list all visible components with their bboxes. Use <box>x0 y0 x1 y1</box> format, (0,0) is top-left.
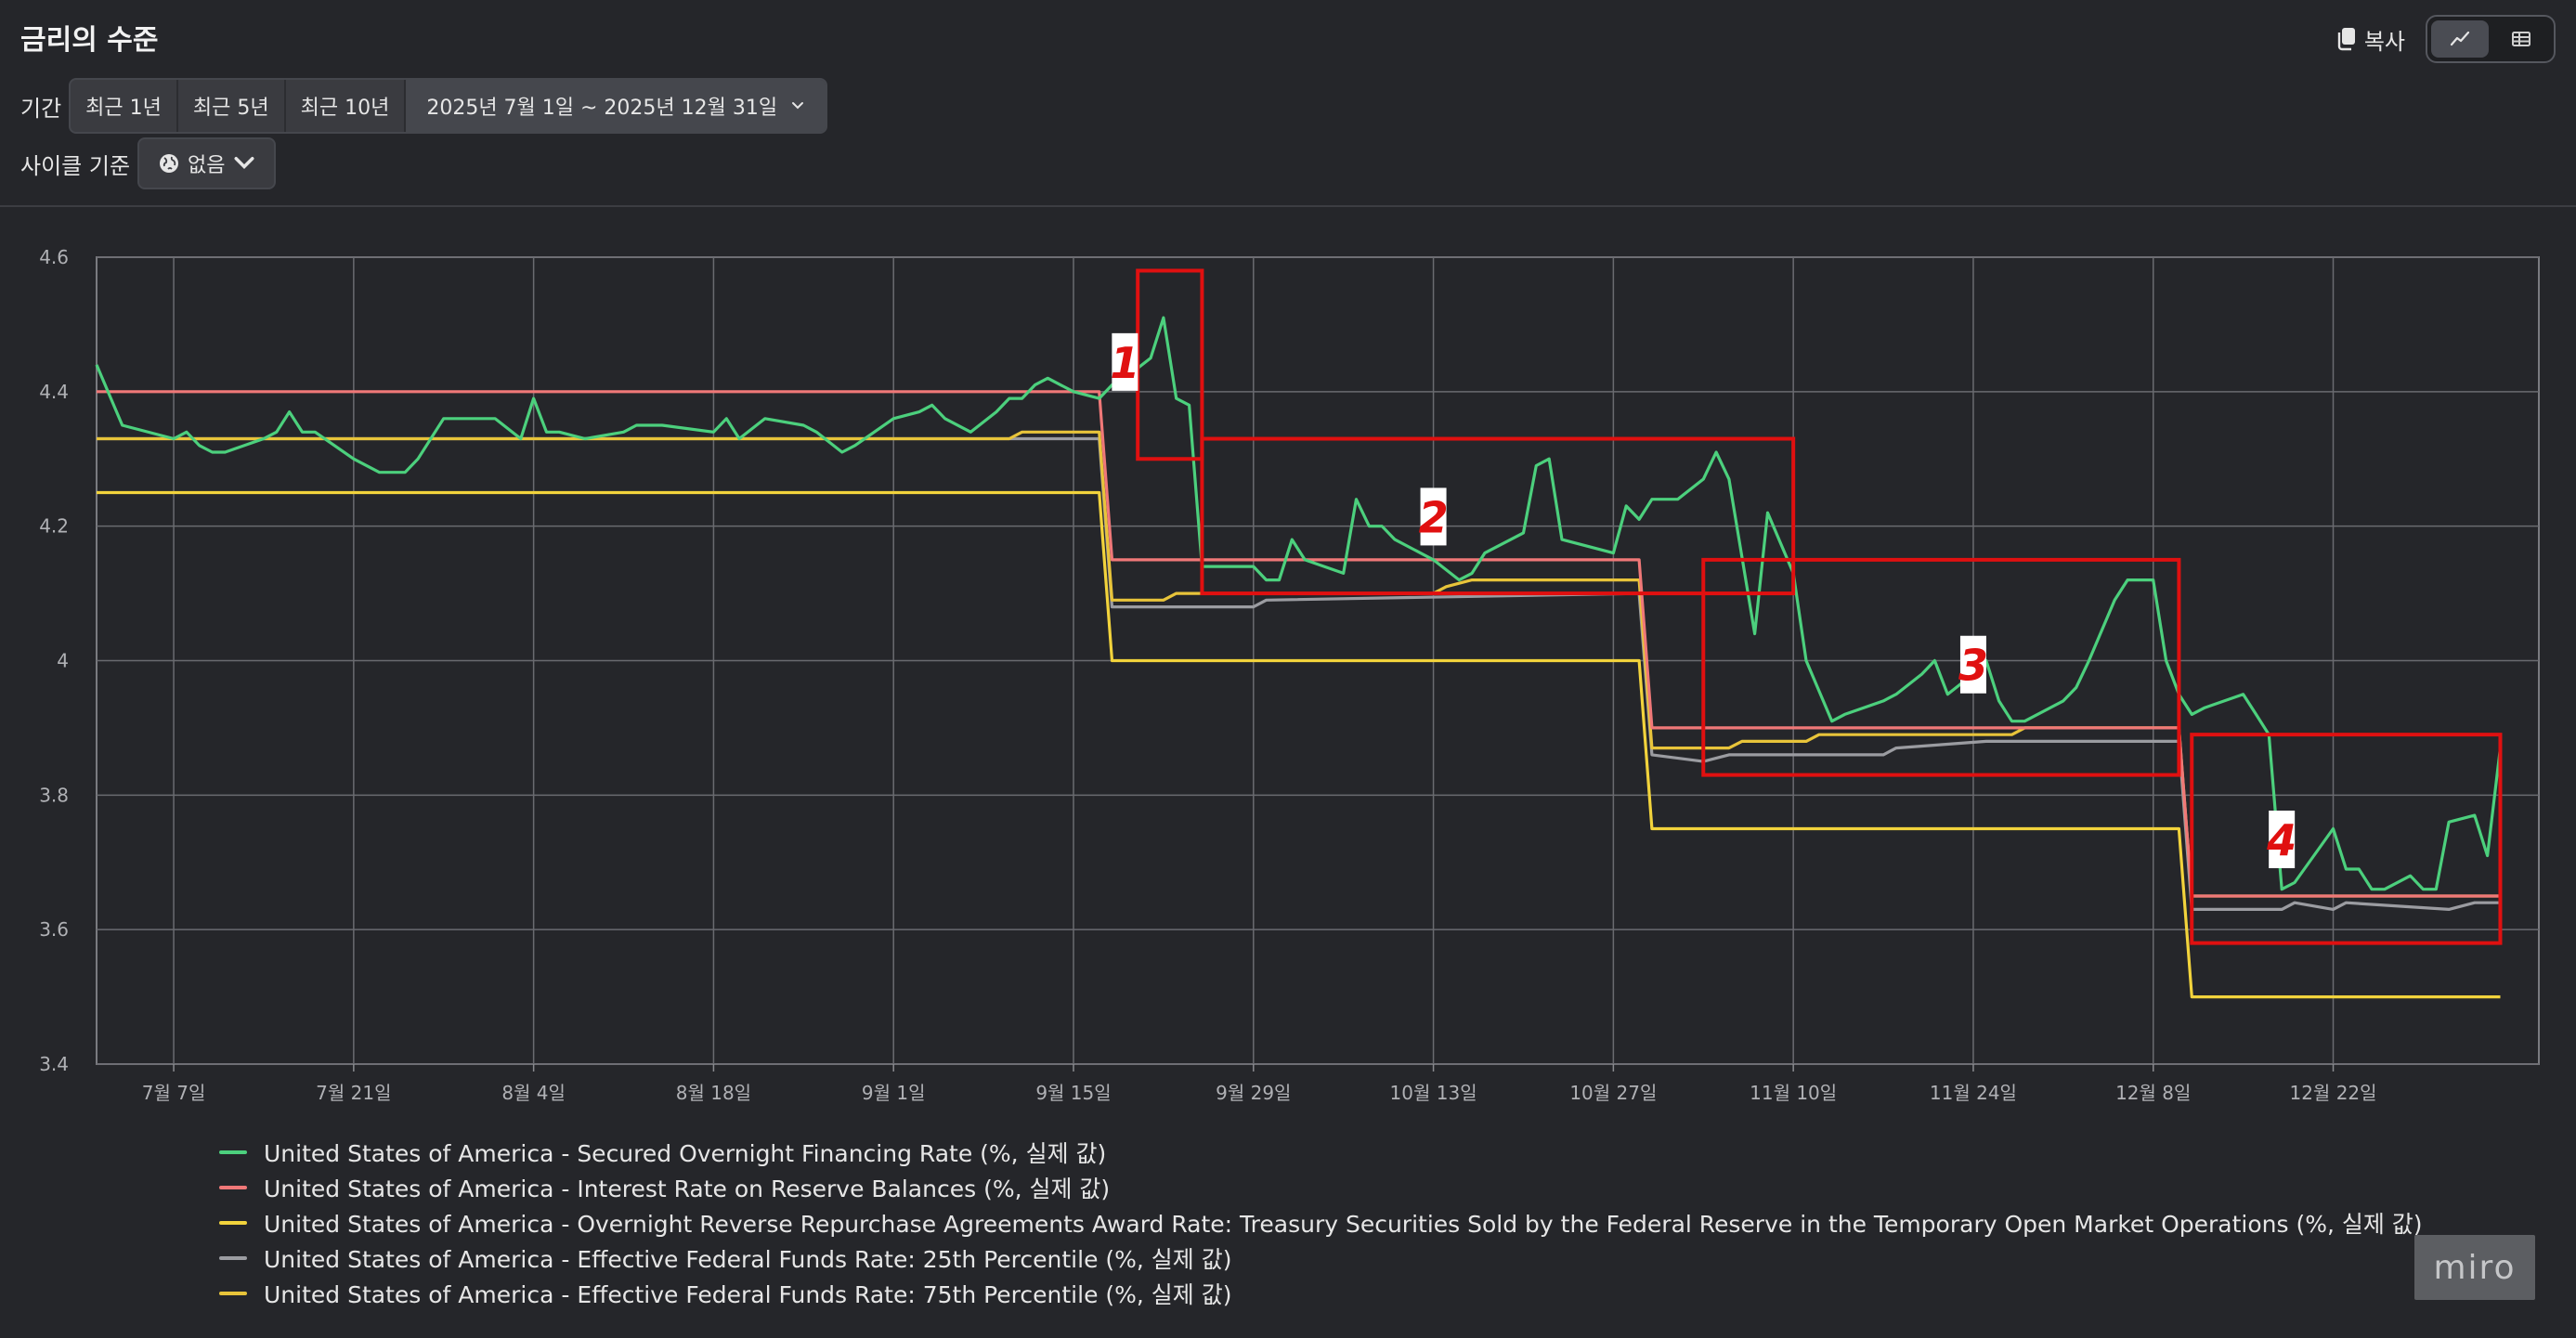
legend-label: United States of America - Secured Overn… <box>264 1140 1107 1167</box>
legend-swatch <box>219 1256 247 1260</box>
annotation-label-bg <box>1959 635 1986 694</box>
series-line-2 <box>97 490 2501 999</box>
series-line-4 <box>97 430 2501 898</box>
x-tick-label: 8월 4일 <box>501 1082 566 1104</box>
copy-icon <box>2337 28 2355 51</box>
legend-item[interactable]: United States of America - Effective Fed… <box>219 1241 2423 1276</box>
copy-button[interactable]: 복사 <box>2336 23 2405 56</box>
annotation-label: 3 <box>1958 641 1988 691</box>
x-tick-label: 7월 7일 <box>142 1082 206 1104</box>
cycle-label: 사이클 기준 <box>20 152 131 179</box>
series-line-1 <box>97 390 2501 898</box>
series-line-3 <box>97 436 2501 912</box>
annotation-label: 2 <box>1419 492 1449 542</box>
y-tick-label: 3.6 <box>39 918 69 941</box>
annotation-label-bg <box>2269 811 2296 869</box>
cycle-filter: 사이클 기준 없음 <box>20 137 276 189</box>
x-tick-label: 9월 1일 <box>862 1082 926 1104</box>
x-tick-label: 11월 24일 <box>1930 1082 2017 1104</box>
x-tick-label: 8월 18일 <box>676 1082 751 1104</box>
date-range-dropdown[interactable]: 2025년 7월 1일 ~ 2025년 12월 31일 <box>406 80 826 132</box>
chart-legend: United States of America - Secured Overn… <box>219 1135 2423 1311</box>
legend-swatch <box>219 1292 247 1295</box>
legend-item[interactable]: United States of America - Effective Fed… <box>219 1276 2423 1311</box>
cycle-dropdown[interactable]: 없음 <box>137 137 276 189</box>
cycle-value: 없음 <box>188 154 226 177</box>
preset-5y-button[interactable]: 최근 5년 <box>178 80 286 132</box>
annotation-box <box>2190 733 2503 945</box>
preset-1y-button[interactable]: 최근 1년 <box>71 80 178 132</box>
annotation-label: 1 <box>1110 338 1139 388</box>
x-tick-label: 9월 29일 <box>1216 1082 1291 1104</box>
legend-label: United States of America - Overnight Rev… <box>264 1211 2423 1238</box>
y-tick-label: 4 <box>57 650 69 672</box>
legend-swatch <box>219 1150 247 1154</box>
x-tick-label: 7월 21일 <box>316 1082 391 1104</box>
annotation-box <box>1701 557 2181 777</box>
legend-swatch <box>219 1186 247 1189</box>
chevron-down-icon <box>234 157 254 169</box>
annotation-label-bg <box>1420 487 1447 546</box>
miro-watermark: miro <box>2414 1235 2535 1300</box>
y-tick-label: 3.4 <box>39 1053 69 1075</box>
legend-label: United States of America - Interest Rate… <box>264 1176 1111 1202</box>
y-tick-label: 4.2 <box>39 515 69 538</box>
view-toggle <box>2426 15 2556 63</box>
page-title: 금리의 수준 <box>20 24 159 57</box>
x-tick-label: 12월 8일 <box>2115 1082 2191 1104</box>
period-segmented-control: 최근 1년 최근 5년 최근 10년 2025년 7월 1일 ~ 2025년 1… <box>69 78 828 134</box>
rate-line-chart: 3.4 3.6 3.8 4 4.2 4.4 4.6 7월 7일 7월 21일 8월 4일 8월 18… <box>39 246 2540 1104</box>
period-filter: 기간 최근 1년 최근 5년 최근 10년 2025년 7월 1일 ~ 2025… <box>20 78 828 134</box>
period-label: 기간 <box>20 95 62 122</box>
legend-label: United States of America - Effective Fed… <box>264 1281 1232 1308</box>
y-tick-label: 4.4 <box>39 381 69 403</box>
annotation-label: 4 <box>2266 815 2296 865</box>
chevron-down-icon <box>792 102 804 110</box>
series-line-0 <box>95 316 2503 891</box>
legend-item[interactable]: United States of America - Secured Overn… <box>219 1135 2423 1170</box>
header-divider <box>0 205 2576 207</box>
y-tick-label: 3.8 <box>39 784 69 806</box>
legend-item[interactable]: United States of America - Overnight Rev… <box>219 1205 2423 1241</box>
chart-view-button[interactable] <box>2431 20 2489 58</box>
globe-icon <box>160 154 179 173</box>
legend-swatch <box>219 1221 247 1225</box>
table-view-button[interactable] <box>2492 20 2550 58</box>
legend-item[interactable]: United States of America - Interest Rate… <box>219 1170 2423 1205</box>
legend-label: United States of America - Effective Fed… <box>264 1246 1232 1273</box>
annotation-box <box>1200 436 1796 596</box>
copy-label: 복사 <box>2363 28 2405 55</box>
annotation-label-bg <box>1112 332 1138 391</box>
top-actions: 복사 <box>2336 15 2556 63</box>
y-tick-label: 4.6 <box>39 246 69 268</box>
x-tick-label: 9월 15일 <box>1035 1082 1111 1104</box>
x-tick-label: 12월 22일 <box>2289 1082 2376 1104</box>
date-range-value: 2025년 7월 1일 ~ 2025년 12월 31일 <box>426 97 778 120</box>
preset-10y-button[interactable]: 최근 10년 <box>286 80 407 132</box>
table-icon <box>2512 32 2530 46</box>
x-tick-label: 11월 10일 <box>1750 1082 1837 1104</box>
x-tick-label: 10월 27일 <box>1569 1082 1657 1104</box>
x-tick-label: 10월 13일 <box>1390 1082 1477 1104</box>
line-chart-icon <box>2450 31 2470 46</box>
